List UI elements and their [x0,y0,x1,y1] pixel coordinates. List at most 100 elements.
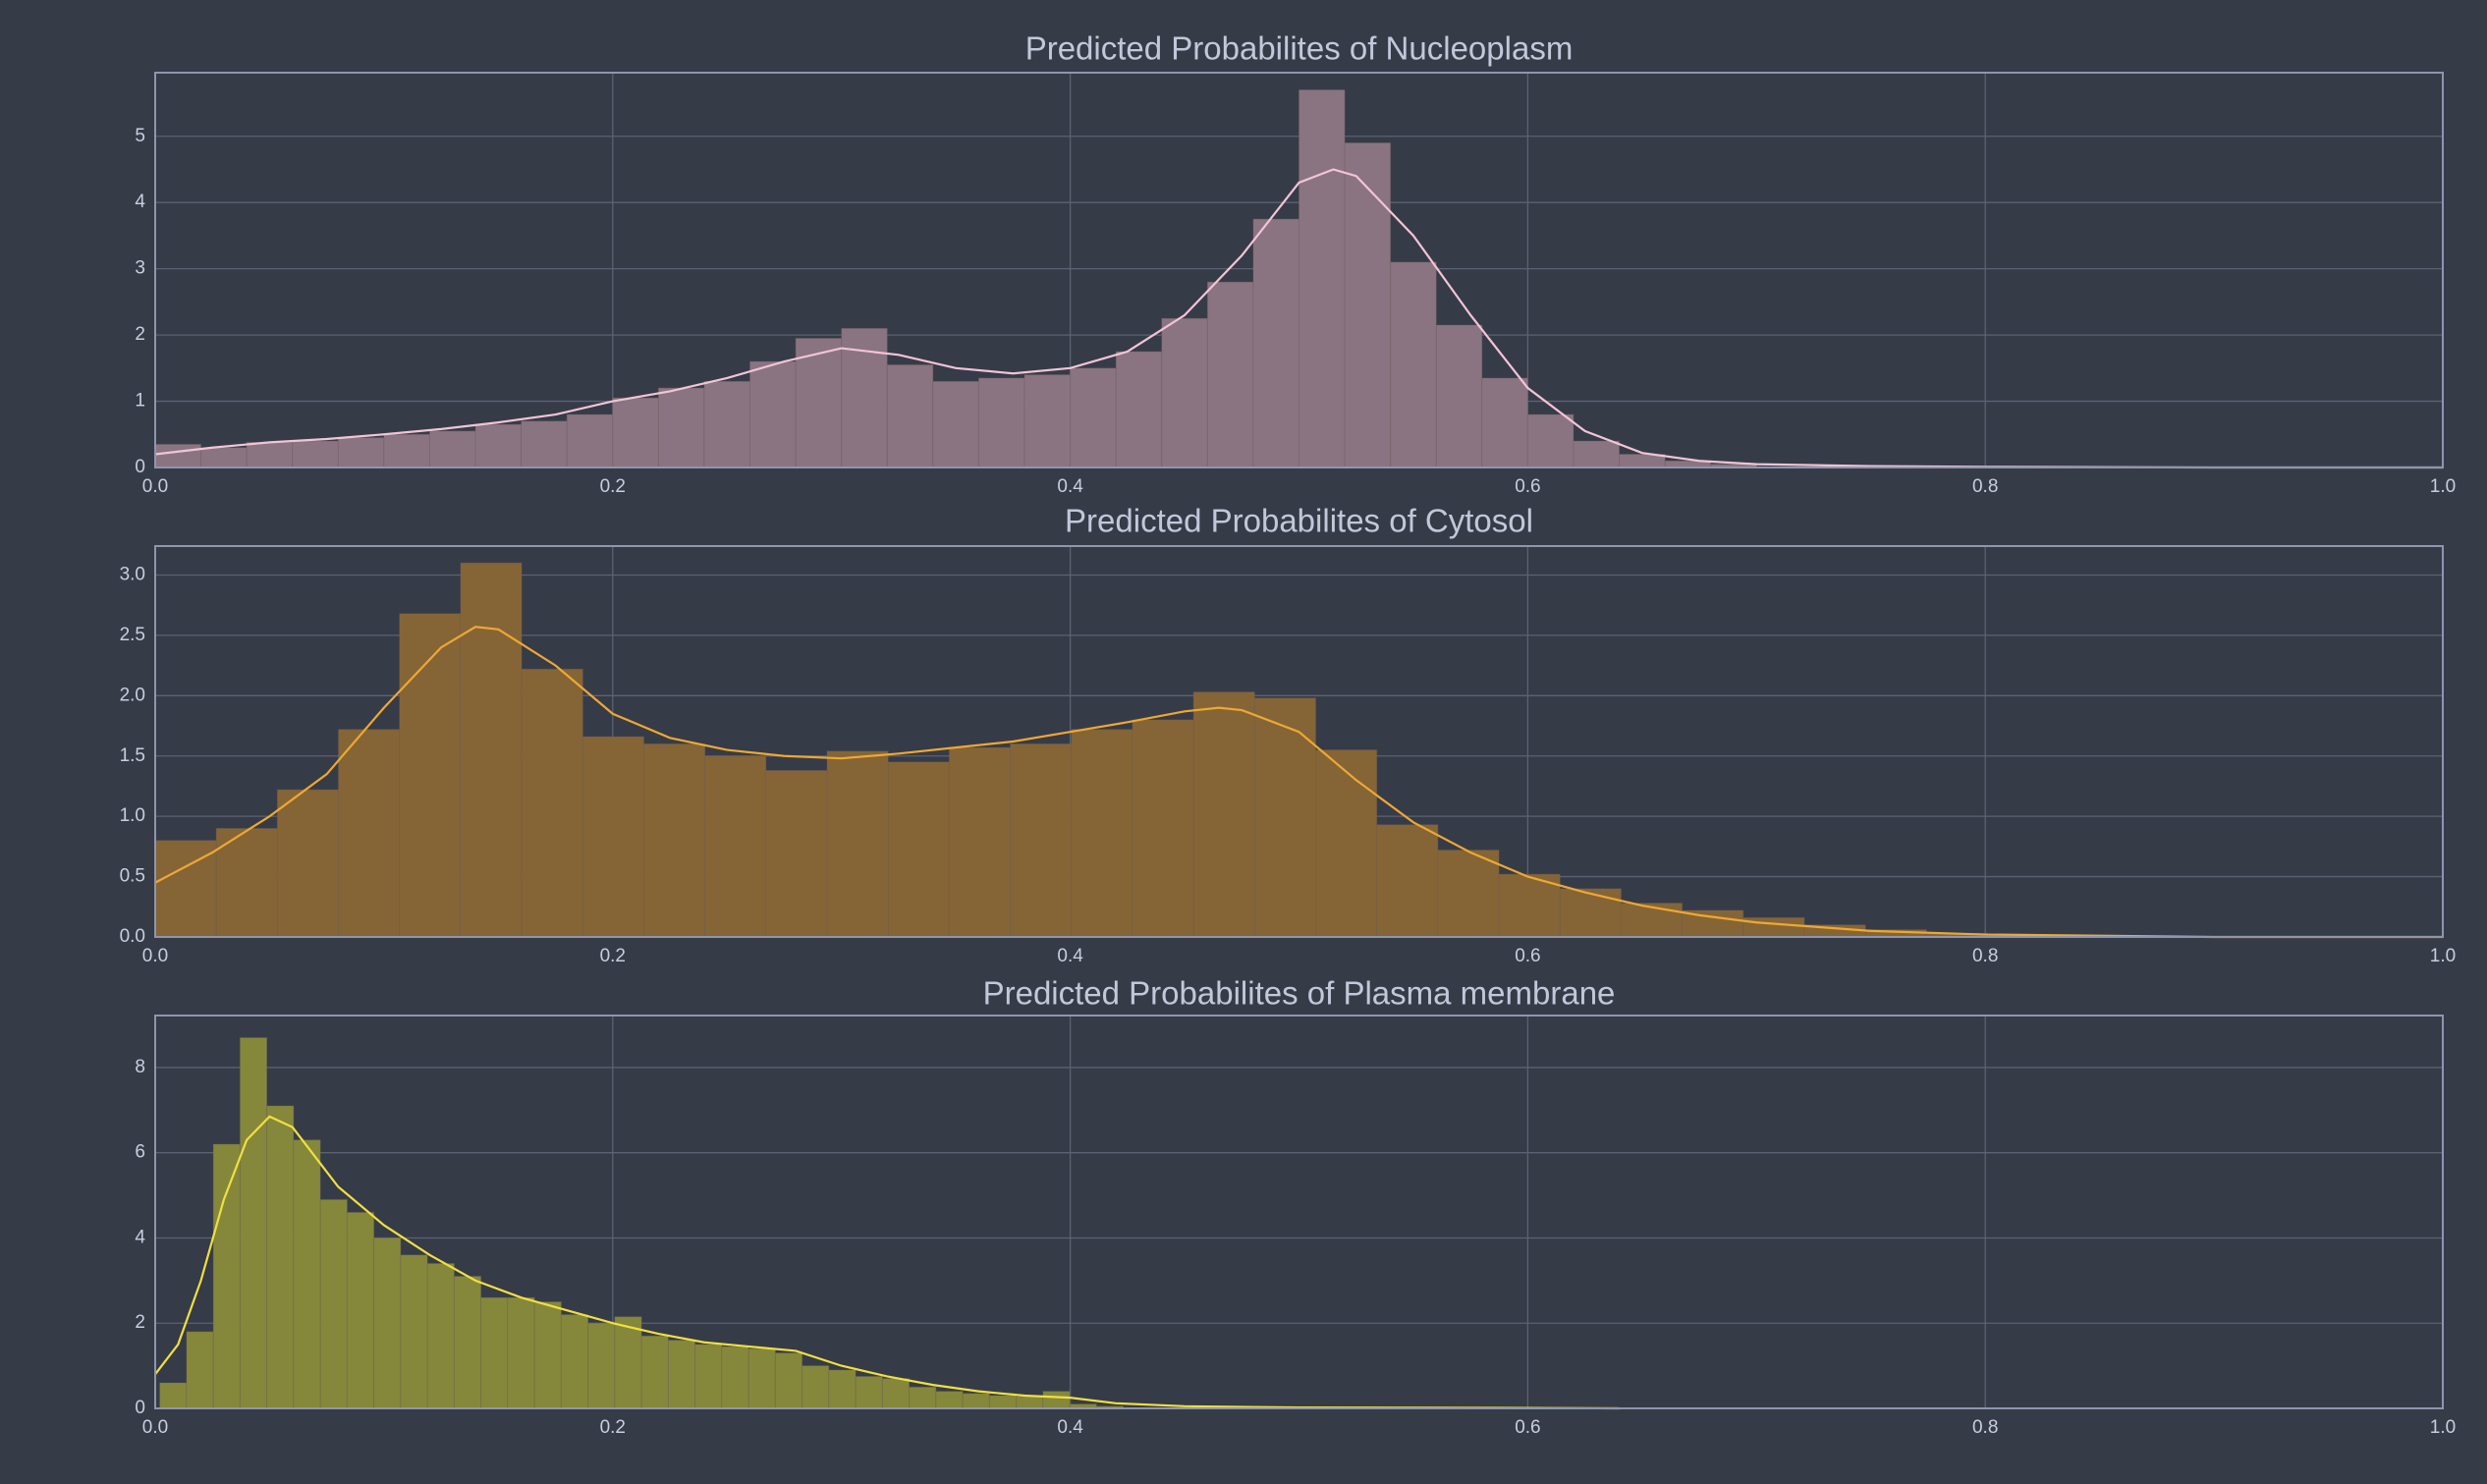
histogram-bar [828,1369,857,1409]
y-tick-label: 1 [135,391,145,412]
histogram-bar [346,1211,375,1409]
histogram-bar [200,447,248,468]
y-tick-label: 0 [135,1398,145,1418]
histogram-bar [560,1314,589,1409]
histogram-bar [1559,888,1622,938]
histogram-bar [1071,729,1133,938]
y-tick-label: 4 [135,1227,145,1247]
y-tick-label: 3 [135,258,145,279]
histogram-bar [159,1382,188,1409]
histogram-bar [212,1143,241,1409]
y-tick-label: 2 [135,1312,145,1333]
histogram-bar [1010,742,1073,938]
x-tick-label: 0.6 [1515,946,1540,966]
histogram-bar [399,613,462,938]
histogram-bar [749,360,797,468]
histogram-bar [642,742,706,938]
x-tick-label: 0.6 [1515,1417,1540,1438]
y-tick-label: 8 [135,1057,145,1077]
histogram-bar [337,437,385,468]
kde-line [154,1115,1620,1410]
histogram-bar [765,769,828,938]
histogram-bar [932,380,979,468]
histogram-bar [1620,903,1684,938]
y-tick-label: 2 [135,324,145,345]
x-tick-label: 0.0 [142,946,168,966]
histogram-bar [909,1386,937,1409]
histogram-bar [721,1346,749,1409]
histogram-bar [1253,697,1317,938]
histogram-bar [533,1301,562,1409]
y-tick-label: 6 [135,1142,145,1163]
histogram-bar [566,413,614,468]
x-tick-label: 0.8 [1972,476,1998,497]
x-tick-label: 0.4 [1057,476,1083,497]
y-tick-label: 0 [135,457,145,477]
histogram-bar [319,1198,348,1409]
x-tick-label: 0.0 [142,476,168,497]
histogram-bar [1526,413,1575,468]
chart-title: Predicted Probabilites of Nucleoplasm [1025,30,1574,67]
histogram-bar [886,363,934,468]
histogram-bar [521,420,568,468]
y-tick-label: 2.0 [120,685,145,705]
histogram-bar [1435,324,1483,468]
x-tick-label: 0.8 [1972,1417,1998,1438]
histogram-bar [614,1316,642,1409]
plot-frame [154,1015,2444,1409]
y-tick-label: 0.5 [120,866,145,887]
histogram-bar [186,1331,214,1409]
histogram-bar [474,423,523,468]
y-tick-label: 3.0 [120,564,145,584]
histogram-bar [1390,261,1437,468]
histogram-bar [1042,1391,1071,1409]
histogram-bar [640,1335,669,1409]
histogram-bar [962,1393,990,1409]
histogram-bar [581,736,644,938]
histogram-bar [1376,824,1439,938]
x-tick-label: 0.0 [142,1417,168,1438]
x-tick-label: 0.2 [600,476,626,497]
histogram-bar [703,380,751,468]
histogram-bar [1016,1396,1044,1409]
y-tick-label: 1.0 [120,805,145,826]
y-tick-label: 1.5 [120,745,145,766]
x-tick-label: 0.2 [600,1417,626,1438]
histogram-bar [276,789,340,938]
histogram-bar [1742,916,1805,938]
x-tick-label: 0.4 [1057,946,1083,966]
histogram-bar [239,1037,268,1409]
histogram-bar [373,1237,402,1409]
histogram-bar [795,337,843,468]
x-tick-label: 0.2 [600,946,626,966]
histogram-bar [215,827,278,938]
histogram-bar [428,430,476,468]
histogram-bar [612,397,659,468]
histogram-bar [1437,850,1500,938]
histogram-bar [521,668,583,938]
histogram-bar [460,562,523,938]
x-tick-label: 0.6 [1515,476,1540,497]
chart-title: Predicted Probabilites of Cytosol [1065,503,1533,539]
histogram-bar [887,761,950,938]
histogram-bar [1498,873,1561,938]
histogram-bar [1573,440,1621,468]
histogram-bar [1023,374,1072,468]
histogram-bar [338,729,401,938]
x-tick-label: 1.0 [2430,946,2456,966]
histogram-bar [587,1322,616,1409]
histogram-bar [1299,89,1346,468]
y-tick-label: 4 [135,192,145,212]
histogram-bar [704,755,767,938]
histogram-bar [826,750,889,938]
histogram-bar [1115,351,1163,468]
histogram-bar [694,1344,723,1409]
histogram-bar [881,1378,911,1409]
histogram-bar [480,1296,509,1409]
y-tick-label: 0.0 [120,926,145,947]
histogram-bar [774,1352,803,1409]
histogram-bar [507,1296,535,1409]
plot-frame [154,72,2444,468]
